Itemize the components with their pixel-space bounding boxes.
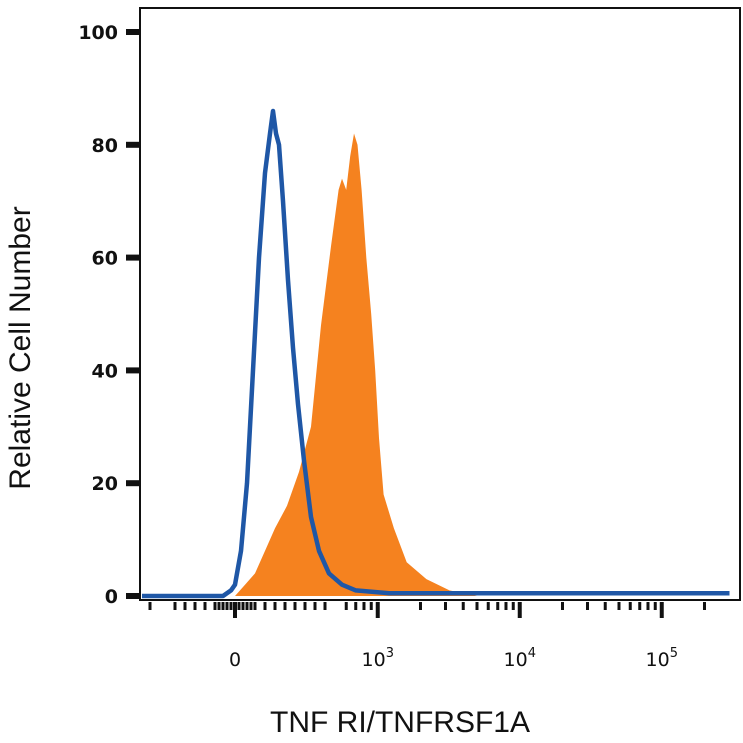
x-tick-label: 104 bbox=[504, 646, 536, 671]
x-major-tick bbox=[517, 602, 522, 618]
x-axis-title: TNF RI/TNFRSF1A bbox=[270, 706, 530, 739]
x-minor-tick bbox=[511, 602, 515, 610]
x-minor-tick bbox=[249, 602, 253, 610]
x-minor-tick bbox=[496, 602, 500, 610]
y-tick-label-20: 20 bbox=[92, 473, 118, 495]
x-minor-tick bbox=[443, 602, 447, 610]
y-tick-40 bbox=[126, 367, 140, 374]
x-minor-tick bbox=[217, 602, 221, 610]
series-outline-histogram bbox=[142, 108, 730, 599]
x-minor-tick bbox=[213, 602, 217, 610]
x-major-tick bbox=[233, 602, 237, 618]
x-minor-tick bbox=[646, 602, 650, 610]
x-minor-tick bbox=[229, 602, 233, 610]
x-minor-tick bbox=[702, 602, 706, 610]
x-tick-label: 103 bbox=[362, 646, 394, 671]
x-minor-tick bbox=[283, 602, 287, 610]
y-tick-label-0: 0 bbox=[105, 586, 118, 608]
x-minor-tick bbox=[585, 602, 589, 610]
y-tick-label-80: 80 bbox=[92, 135, 118, 157]
y-tick-label-40: 40 bbox=[92, 360, 118, 382]
x-minor-tick bbox=[323, 602, 327, 610]
x-minor-tick bbox=[313, 602, 317, 610]
x-minor-tick bbox=[603, 602, 607, 610]
x-minor-tick bbox=[504, 602, 508, 610]
x-minor-tick bbox=[303, 602, 307, 610]
y-tick-label-60: 60 bbox=[92, 248, 118, 270]
x-major-tick bbox=[659, 602, 664, 618]
y-tick-100 bbox=[126, 29, 140, 35]
x-minor-tick bbox=[369, 602, 373, 610]
x-minor-tick bbox=[273, 602, 277, 610]
y-tick-20 bbox=[126, 480, 140, 487]
x-minor-tick bbox=[253, 602, 257, 610]
y-tick-60 bbox=[126, 254, 140, 261]
y-tick-label-100: 100 bbox=[78, 22, 118, 44]
x-minor-tick bbox=[237, 602, 241, 610]
x-minor-tick bbox=[148, 602, 152, 610]
x-minor-tick bbox=[245, 602, 249, 610]
x-minor-tick bbox=[344, 602, 348, 610]
x-minor-tick bbox=[173, 602, 177, 610]
x-minor-tick bbox=[362, 602, 366, 610]
x-major-tick bbox=[375, 602, 380, 618]
x-minor-tick bbox=[418, 602, 422, 610]
x-minor-tick bbox=[628, 602, 632, 610]
y-axis: 0 20 40 60 80 100 bbox=[78, 22, 140, 608]
x-minor-tick bbox=[486, 602, 490, 610]
plot-area bbox=[139, 7, 741, 601]
x-axis: 0 103 104 105 bbox=[148, 602, 706, 671]
x-minor-tick bbox=[263, 602, 267, 610]
x-minor-tick bbox=[225, 602, 229, 610]
x-minor-tick bbox=[560, 602, 564, 610]
x-minor-tick bbox=[638, 602, 642, 610]
y-axis-title: Relative Cell Number bbox=[4, 206, 37, 489]
x-minor-tick bbox=[461, 602, 465, 610]
x-tick-label: 105 bbox=[646, 646, 678, 671]
x-minor-tick bbox=[293, 602, 297, 610]
x-minor-tick bbox=[241, 602, 245, 610]
plot-frame bbox=[139, 7, 741, 601]
x-minor-tick bbox=[617, 602, 621, 610]
x-minor-tick bbox=[653, 602, 657, 610]
y-tick-0 bbox=[126, 593, 140, 599]
y-tick-80 bbox=[126, 141, 140, 148]
series-filled-histogram bbox=[235, 133, 477, 596]
x-minor-tick bbox=[354, 602, 358, 610]
x-minor-tick bbox=[193, 602, 197, 610]
x-tick-label: 0 bbox=[229, 649, 241, 671]
x-minor-tick bbox=[475, 602, 479, 610]
x-minor-tick bbox=[221, 602, 225, 610]
x-minor-tick bbox=[183, 602, 187, 610]
x-minor-tick bbox=[203, 602, 207, 610]
